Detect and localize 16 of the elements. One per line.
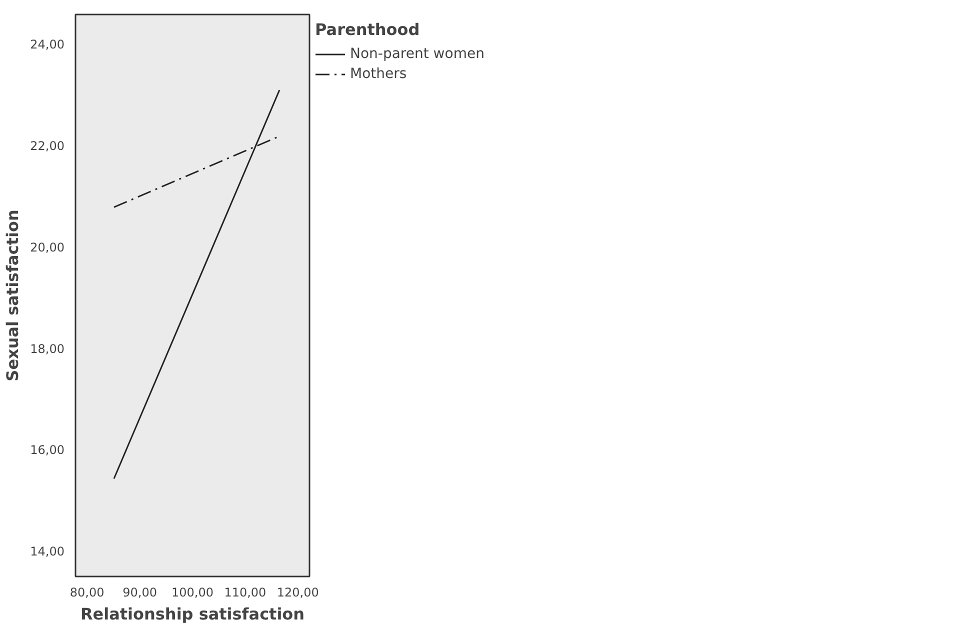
x-tick-label: 100,00 <box>172 586 214 600</box>
y-axis-title: Sexual satisfaction <box>3 210 22 382</box>
y-tick-label: 14,00 <box>30 544 65 559</box>
y-tick-label: 16,00 <box>30 443 65 458</box>
legend-label: Mothers <box>350 66 407 82</box>
x-tick-label: 90,00 <box>122 586 157 600</box>
y-tick-label: 20,00 <box>30 240 65 254</box>
legend-label: Non-parent women <box>350 46 484 62</box>
y-tick-label: 22,00 <box>30 138 65 153</box>
y-tick-label: 18,00 <box>30 342 65 356</box>
x-axis-title: Relationship satisfaction <box>80 604 305 624</box>
x-tick-label: 110,00 <box>224 586 266 600</box>
legend-title: Parenthood <box>315 20 421 39</box>
x-tick-label: 80,00 <box>70 586 104 600</box>
y-tick-label: 24,00 <box>30 37 65 52</box>
x-tick-label: 120,00 <box>276 586 319 600</box>
